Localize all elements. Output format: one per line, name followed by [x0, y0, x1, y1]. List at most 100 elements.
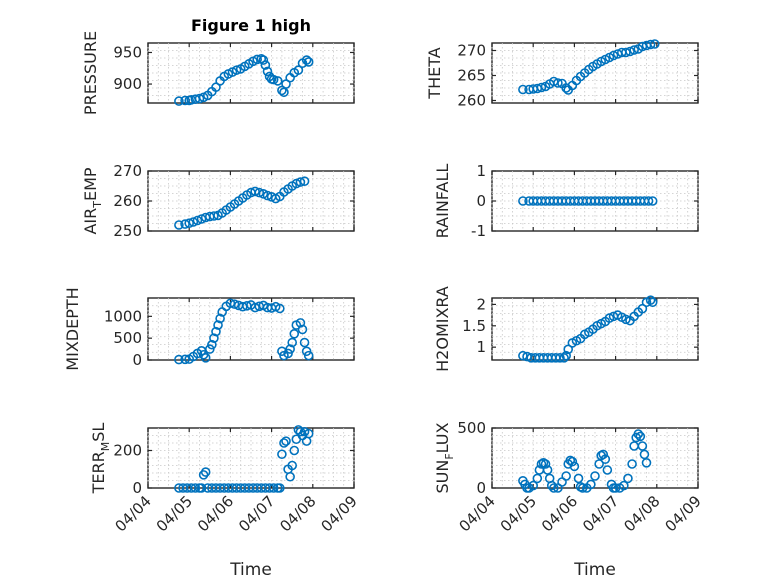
mixdepth-data-point — [275, 303, 285, 314]
sun-flux-data-point — [637, 441, 648, 451]
mixdepth-data-point — [213, 320, 223, 330]
x-tick-label: 04/05 — [497, 492, 540, 535]
sun-flux-data-point — [573, 473, 584, 484]
sun-flux-data-point — [641, 457, 652, 468]
h2omixra-y-label-main: H2OMIXRA — [433, 286, 452, 372]
sun-flux-data-point — [540, 459, 551, 469]
sun-flux-data-point — [528, 480, 539, 491]
rainfall-y-tick-label: 1 — [476, 162, 486, 180]
theta-panel: 260 265 270 THETA — [425, 39, 699, 110]
sun-flux-data-point — [623, 473, 633, 484]
pressure-data-point — [174, 96, 184, 106]
theta-y-label-main: THETA — [425, 47, 444, 99]
rainfall-data-point — [518, 196, 528, 206]
pressure-data-point — [194, 93, 205, 104]
pressure-data-point — [272, 76, 283, 86]
sun-flux-data-point — [548, 483, 559, 493]
x-axis-label-left: Time — [229, 560, 272, 580]
theta-data-point — [536, 82, 547, 93]
mixdepth-data-point — [299, 337, 310, 348]
theta-data-point — [629, 45, 639, 55]
terr-msl-y-label-rest: SL — [89, 423, 108, 442]
terr-msl-data-point — [200, 467, 211, 477]
terr-msl-data-point — [285, 471, 295, 482]
mixdepth-data-point — [209, 333, 219, 343]
pressure-data-point — [258, 55, 269, 65]
h2omixra-data-point — [559, 353, 569, 363]
sun-flux-data-point — [594, 459, 604, 469]
terr-msl-data-point — [268, 483, 279, 493]
air-temp-data-point — [295, 177, 306, 187]
theta-y-tick-label: 260 — [457, 92, 486, 110]
x-tick-label: 04/04 — [112, 492, 155, 535]
theta-y-tick-label: 270 — [457, 42, 486, 60]
h2omixra-y-tick-label: 1.5 — [462, 317, 486, 335]
terr-msl-plot-area — [147, 427, 355, 489]
theta-data-point — [608, 50, 619, 61]
sun-flux-data-point — [590, 471, 600, 481]
h2omixra-y-axis-label: H2OMIXRA — [433, 286, 452, 372]
mixdepth-panel: 0 500 1000 MIXDEPTH — [63, 287, 355, 371]
theta-data-point — [649, 39, 660, 49]
air-temp-data-point — [250, 186, 260, 197]
sun-flux-data-point — [610, 483, 621, 493]
x-axis-label-right: Time — [573, 560, 616, 580]
sun-flux-data-point — [619, 480, 629, 491]
x-tick-label: 04/05 — [153, 492, 196, 535]
theta-data-point — [621, 47, 631, 58]
terr-msl-y-axis-label: TERRMSL — [89, 423, 112, 495]
mixdepth-data-point — [229, 299, 240, 309]
air-temp-data-point — [262, 190, 273, 201]
h2omixra-data-point — [621, 314, 631, 325]
mixdepth-data-point — [215, 313, 225, 324]
sun-flux-data-point — [532, 473, 543, 484]
mixdepth-data-point — [200, 353, 211, 363]
mixdepth-y-tick-label: 0 — [132, 351, 142, 369]
sun-flux-data-point — [567, 456, 578, 467]
air-temp-y-label-main: AIR — [81, 208, 100, 235]
pressure-data-point — [180, 95, 190, 106]
air-temp-y-label-subscript: T — [91, 201, 104, 209]
h2omixra-data-point — [561, 350, 571, 361]
figure-title: Figure 1 high — [191, 16, 311, 35]
air-temp-y-label-rest: EMP — [81, 167, 100, 201]
theta-data-point — [561, 83, 571, 93]
sun-flux-y-label-rest: LUX — [433, 422, 452, 453]
terr-msl-y-tick-label: 0 — [132, 479, 142, 497]
air-temp-data-point — [188, 217, 199, 227]
mixdepth-data-point — [211, 326, 221, 337]
h2omixra-data-point — [555, 353, 565, 363]
pressure-data-point — [231, 65, 242, 75]
subplot-grid: 900 950 PRESSURE 260 265 270 THETA 250 260 270 AIR… — [63, 31, 705, 535]
terr-msl-data-point — [279, 438, 289, 448]
sun-flux-data-point — [598, 449, 609, 460]
h2omixra-data-point — [645, 295, 656, 305]
pressure-data-point — [268, 74, 279, 85]
sun-flux-data-point — [600, 454, 611, 465]
mixdepth-data-point — [285, 344, 295, 354]
air-temp-data-point — [174, 220, 184, 230]
terr-msl-y-label-subscript: M — [99, 442, 112, 452]
x-tick-label: 04/08 — [620, 492, 663, 535]
pressure-y-tick-label: 900 — [113, 75, 142, 93]
terr-msl-data-point — [303, 428, 314, 439]
mixdepth-data-point — [207, 339, 217, 350]
h2omixra-data-point — [647, 297, 658, 308]
air-temp-data-point — [299, 176, 310, 186]
sun-flux-data-point — [561, 471, 571, 481]
air-temp-data-point — [254, 187, 265, 198]
pressure-y-tick-label: 950 — [113, 43, 142, 61]
mixdepth-data-point — [174, 354, 184, 365]
sun-flux-y-label-main: SUN — [433, 460, 452, 494]
sun-flux-data-point — [627, 459, 637, 469]
theta-data-point — [553, 78, 563, 88]
rainfall-data-point — [647, 196, 658, 206]
terr-msl-data-point — [277, 449, 287, 460]
terr-msl-data-point — [275, 483, 285, 493]
sun-flux-data-point — [602, 465, 613, 475]
mixdepth-data-point — [287, 337, 298, 348]
terr-msl-data-point — [190, 483, 201, 493]
theta-y-tick-label: 265 — [457, 67, 486, 85]
rainfall-y-label-main: RAINFALL — [433, 164, 452, 239]
